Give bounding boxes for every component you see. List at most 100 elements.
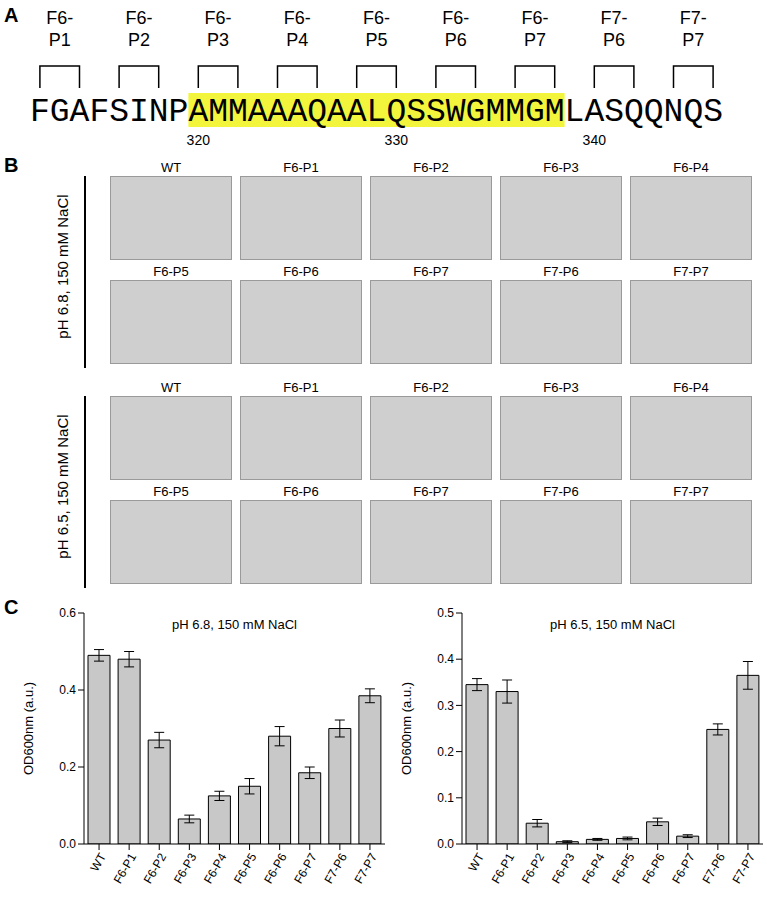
svg-text:M: M <box>208 94 228 131</box>
svg-text:F6-: F6- <box>205 8 232 28</box>
svg-text:0.4: 0.4 <box>59 683 76 697</box>
svg-text:0.2: 0.2 <box>59 760 76 774</box>
svg-text:A: A <box>4 4 18 26</box>
svg-text:G: G <box>525 94 545 131</box>
svg-text:F6-: F6- <box>521 8 548 28</box>
html-text:F6-P6: F6-P6 <box>283 264 319 279</box>
html-text:pH 6.8, 150 mM NaCl: pH 6.8, 150 mM NaCl <box>53 194 71 339</box>
svg-text:F6-P4: F6-P4 <box>579 850 608 886</box>
svg-text:G: G <box>50 94 70 131</box>
svg-text:I: I <box>129 94 149 131</box>
svg-text:330: 330 <box>385 132 409 148</box>
html-text:WT: WT <box>160 160 182 175</box>
svg-text:P4: P4 <box>286 30 308 50</box>
svg-text:A: A <box>287 94 307 131</box>
svg-text:Q: Q <box>644 94 664 131</box>
svg-text:F7-P6: F7-P6 <box>699 850 728 886</box>
svg-text:M: M <box>545 94 565 131</box>
svg-text:F6-P5: F6-P5 <box>231 850 260 886</box>
svg-text:340: 340 <box>583 132 607 148</box>
svg-text:M: M <box>228 94 248 131</box>
svg-text:A: A <box>268 94 288 131</box>
svg-text:F6-: F6- <box>46 8 73 28</box>
svg-text:F6-P3: F6-P3 <box>171 850 200 886</box>
svg-text:Q: Q <box>683 94 703 131</box>
svg-text:A: A <box>584 94 604 131</box>
svg-text:F6-P4: F6-P4 <box>201 850 230 886</box>
svg-text:F6-P3: F6-P3 <box>549 850 578 886</box>
svg-text:WT: WT <box>466 850 488 874</box>
svg-text:L: L <box>565 94 585 131</box>
svg-text:0.5: 0.5 <box>437 606 454 620</box>
svg-text:S: S <box>426 94 446 131</box>
svg-text:S: S <box>703 94 723 131</box>
svg-text:320: 320 <box>187 132 211 148</box>
svg-text:P1: P1 <box>49 30 71 50</box>
html-text:F6-P1: F6-P1 <box>283 160 319 175</box>
svg-text:N: N <box>149 94 169 131</box>
svg-text:F6-P1: F6-P1 <box>111 850 140 886</box>
svg-text:F6-P2: F6-P2 <box>519 850 548 886</box>
svg-text:0.0: 0.0 <box>59 837 76 851</box>
svg-text:P6: P6 <box>603 30 625 50</box>
svg-text:F6-P7: F6-P7 <box>669 850 698 886</box>
svg-text:0.1: 0.1 <box>437 791 454 805</box>
svg-text:Q: Q <box>386 94 406 131</box>
svg-text:A: A <box>70 94 90 131</box>
svg-text:F6-P2: F6-P2 <box>141 850 170 886</box>
svg-text:F6-: F6- <box>442 8 469 28</box>
svg-text:P5: P5 <box>365 30 387 50</box>
svg-text:S: S <box>604 94 624 131</box>
svg-text:0.0: 0.0 <box>437 837 454 851</box>
svg-text:P: P <box>169 94 189 131</box>
html-text:F6-P2: F6-P2 <box>413 160 449 175</box>
svg-text:Q: Q <box>624 94 644 131</box>
svg-text:M: M <box>485 94 505 131</box>
svg-text:N: N <box>664 94 684 131</box>
svg-text:F6-P6: F6-P6 <box>261 850 290 886</box>
svg-text:A: A <box>188 94 208 131</box>
svg-text:F7-P6: F7-P6 <box>321 850 350 886</box>
svg-text:G: G <box>466 94 486 131</box>
svg-text:Q: Q <box>307 94 327 131</box>
svg-text:WT: WT <box>88 850 110 874</box>
html-text:F6-P3: F6-P3 <box>543 160 579 175</box>
svg-text:W: W <box>446 94 466 131</box>
svg-text:P7: P7 <box>524 30 546 50</box>
html-text:B: B <box>4 154 19 176</box>
svg-text:OD600nm (a.u.): OD600nm (a.u.) <box>21 682 36 775</box>
html-text:F6-P5: F6-P5 <box>153 264 189 279</box>
svg-text:0.2: 0.2 <box>437 745 454 759</box>
html-text:F6-P7: F6-P7 <box>413 264 449 279</box>
svg-text:F7-: F7- <box>680 8 707 28</box>
svg-text:S: S <box>406 94 426 131</box>
svg-text:P3: P3 <box>207 30 229 50</box>
svg-text:A: A <box>347 94 367 131</box>
svg-text:F6-P7: F6-P7 <box>291 850 320 886</box>
svg-text:F: F <box>30 94 50 131</box>
svg-text:A: A <box>327 94 347 131</box>
svg-text:F7-P7: F7-P7 <box>351 850 380 886</box>
svg-text:F6-: F6- <box>284 8 311 28</box>
svg-text:P6: P6 <box>445 30 467 50</box>
svg-text:F: F <box>89 94 109 131</box>
svg-text:OD600nm (a.u.): OD600nm (a.u.) <box>399 682 414 775</box>
svg-text:0.3: 0.3 <box>437 699 454 713</box>
svg-text:0.4: 0.4 <box>437 652 454 666</box>
svg-text:L: L <box>367 94 387 131</box>
svg-text:M: M <box>505 94 525 131</box>
html-text:pH 6.5, 150 mM NaCl: pH 6.5, 150 mM NaCl <box>53 414 71 559</box>
svg-text:0.6: 0.6 <box>59 606 76 620</box>
svg-text:P7: P7 <box>682 30 704 50</box>
svg-text:F6-P1: F6-P1 <box>489 850 518 886</box>
svg-text:F7-P7: F7-P7 <box>729 850 758 886</box>
svg-text:F6-P6: F6-P6 <box>639 850 668 886</box>
svg-text:A: A <box>248 94 268 131</box>
svg-text:P2: P2 <box>128 30 150 50</box>
html-text:F6-P4: F6-P4 <box>673 160 709 175</box>
svg-text:F6-: F6- <box>125 8 152 28</box>
svg-text:F7-: F7- <box>601 8 628 28</box>
svg-text:F6-: F6- <box>363 8 390 28</box>
svg-text:F6-P5: F6-P5 <box>609 850 638 886</box>
svg-text:S: S <box>109 94 129 131</box>
